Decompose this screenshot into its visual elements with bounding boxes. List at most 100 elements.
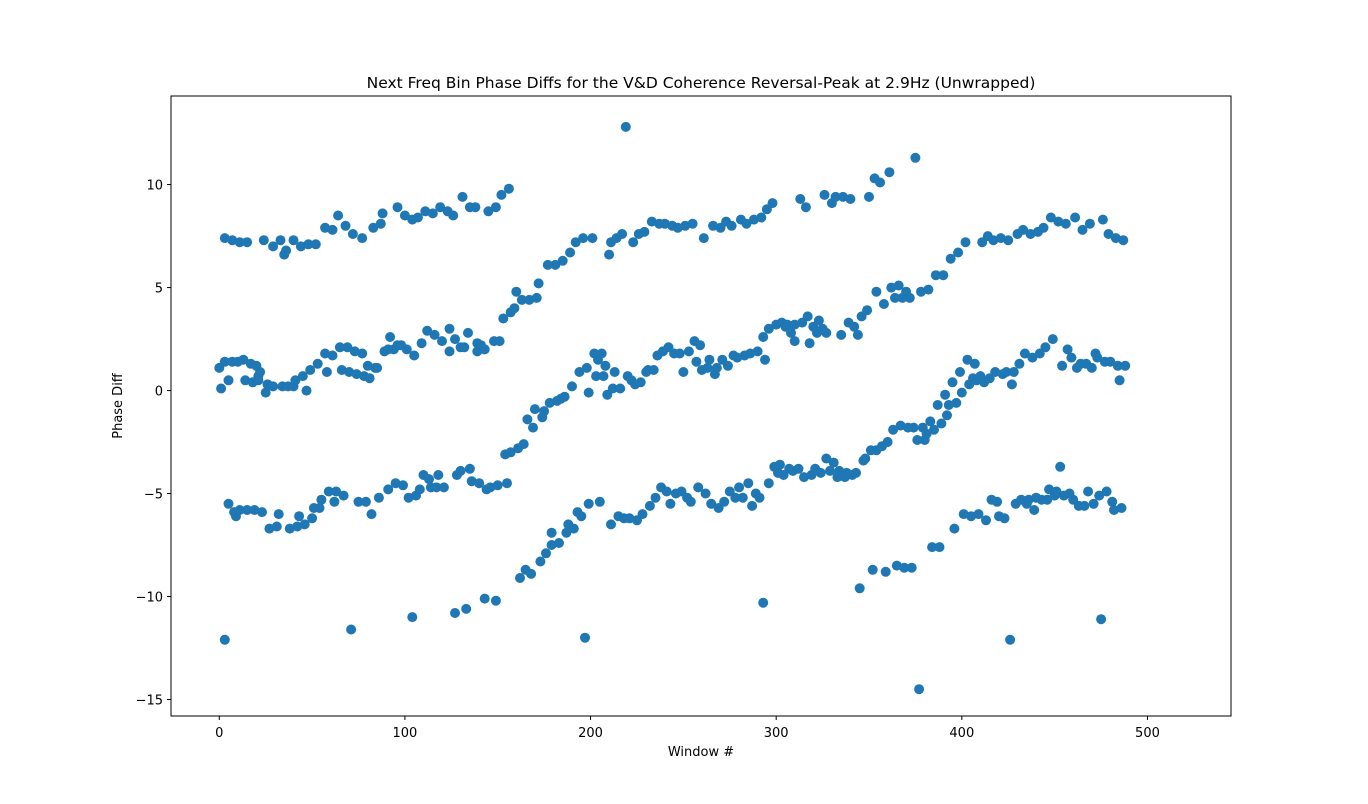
data-point — [929, 424, 939, 435]
data-point — [1101, 486, 1112, 497]
data-point — [1103, 229, 1114, 239]
data-point — [789, 336, 800, 347]
data-point — [271, 521, 282, 532]
data-point — [448, 210, 459, 221]
data-point — [249, 505, 260, 515]
data-point — [546, 527, 557, 538]
data-point — [561, 527, 572, 538]
data-point — [492, 480, 503, 491]
data-point — [255, 367, 266, 377]
data-point — [973, 509, 984, 520]
data-point — [333, 210, 344, 221]
data-point — [450, 608, 460, 618]
data-point — [1008, 367, 1019, 377]
data-point — [529, 404, 540, 415]
data-point — [427, 208, 438, 219]
data-point — [849, 321, 860, 332]
data-point — [414, 484, 425, 495]
data-point — [1107, 496, 1118, 507]
data-point — [435, 202, 446, 213]
data-point — [830, 191, 841, 202]
data-point — [583, 387, 594, 398]
data-point — [431, 482, 442, 493]
data-point — [305, 365, 316, 375]
data-point — [912, 435, 923, 445]
data-point — [825, 465, 835, 476]
data-point — [678, 367, 689, 377]
data-point — [570, 237, 581, 248]
data-point — [1092, 352, 1103, 363]
data-point — [661, 486, 672, 497]
data-point — [550, 259, 561, 270]
data-point — [969, 358, 980, 369]
data-point — [433, 470, 444, 480]
data-point — [940, 389, 951, 400]
data-point — [223, 498, 234, 509]
data-point — [882, 437, 893, 447]
data-point — [628, 237, 639, 248]
data-point — [323, 486, 334, 497]
data-point — [908, 422, 919, 433]
data-point — [747, 500, 758, 511]
data-point — [412, 212, 423, 223]
data-point — [793, 463, 804, 474]
data-point — [1088, 498, 1099, 509]
data-point — [310, 239, 321, 250]
data-point — [734, 482, 745, 493]
data-point — [836, 329, 847, 340]
data-point — [268, 381, 279, 392]
data-point — [594, 496, 605, 507]
data-point — [346, 624, 357, 635]
data-point — [1001, 367, 1012, 377]
data-point — [1040, 342, 1051, 353]
data-point — [505, 447, 516, 458]
data-point — [942, 410, 952, 421]
x-tick-label: 300 — [764, 726, 789, 741]
data-point — [763, 323, 774, 334]
data-point — [234, 237, 245, 248]
data-point — [470, 202, 481, 213]
data-point — [1084, 218, 1095, 229]
data-point — [518, 439, 529, 450]
data-point — [938, 270, 949, 281]
data-point — [706, 498, 717, 509]
chart-title: Next Freq Bin Phase Diffs for the V&D Co… — [367, 74, 1036, 92]
data-point — [1060, 218, 1071, 229]
data-point — [238, 354, 249, 365]
data-point — [624, 513, 635, 524]
data-point — [334, 342, 345, 353]
data-point — [644, 500, 655, 511]
x-axis: 0 100 200 300 400 500 — [215, 716, 1160, 741]
data-point — [479, 593, 490, 604]
data-point — [1027, 352, 1038, 363]
data-point — [377, 208, 388, 219]
data-point — [581, 362, 592, 373]
y-axis: −15 −10 −5 0 5 10 — [136, 179, 171, 709]
data-point — [526, 568, 537, 579]
data-point — [904, 292, 915, 303]
data-point — [609, 367, 620, 377]
data-point — [880, 566, 891, 577]
data-point — [368, 222, 379, 233]
data-point — [522, 414, 533, 425]
data-point — [1120, 360, 1131, 371]
data-point — [516, 294, 527, 305]
data-point — [1047, 334, 1058, 345]
y-tick-label: 10 — [146, 179, 163, 194]
data-points — [214, 121, 1131, 695]
x-tick-label: 100 — [392, 726, 417, 741]
data-point — [503, 183, 514, 194]
data-point — [722, 360, 733, 371]
data-point — [606, 519, 616, 530]
data-point — [1086, 362, 1097, 373]
y-tick-label: 0 — [155, 385, 163, 400]
data-point — [786, 327, 796, 338]
data-point — [444, 323, 455, 334]
data-point — [502, 478, 512, 489]
data-point — [258, 235, 269, 246]
data-point — [949, 523, 960, 534]
data-point — [294, 511, 305, 522]
x-tick-label: 0 — [215, 726, 223, 741]
data-point — [398, 480, 408, 491]
